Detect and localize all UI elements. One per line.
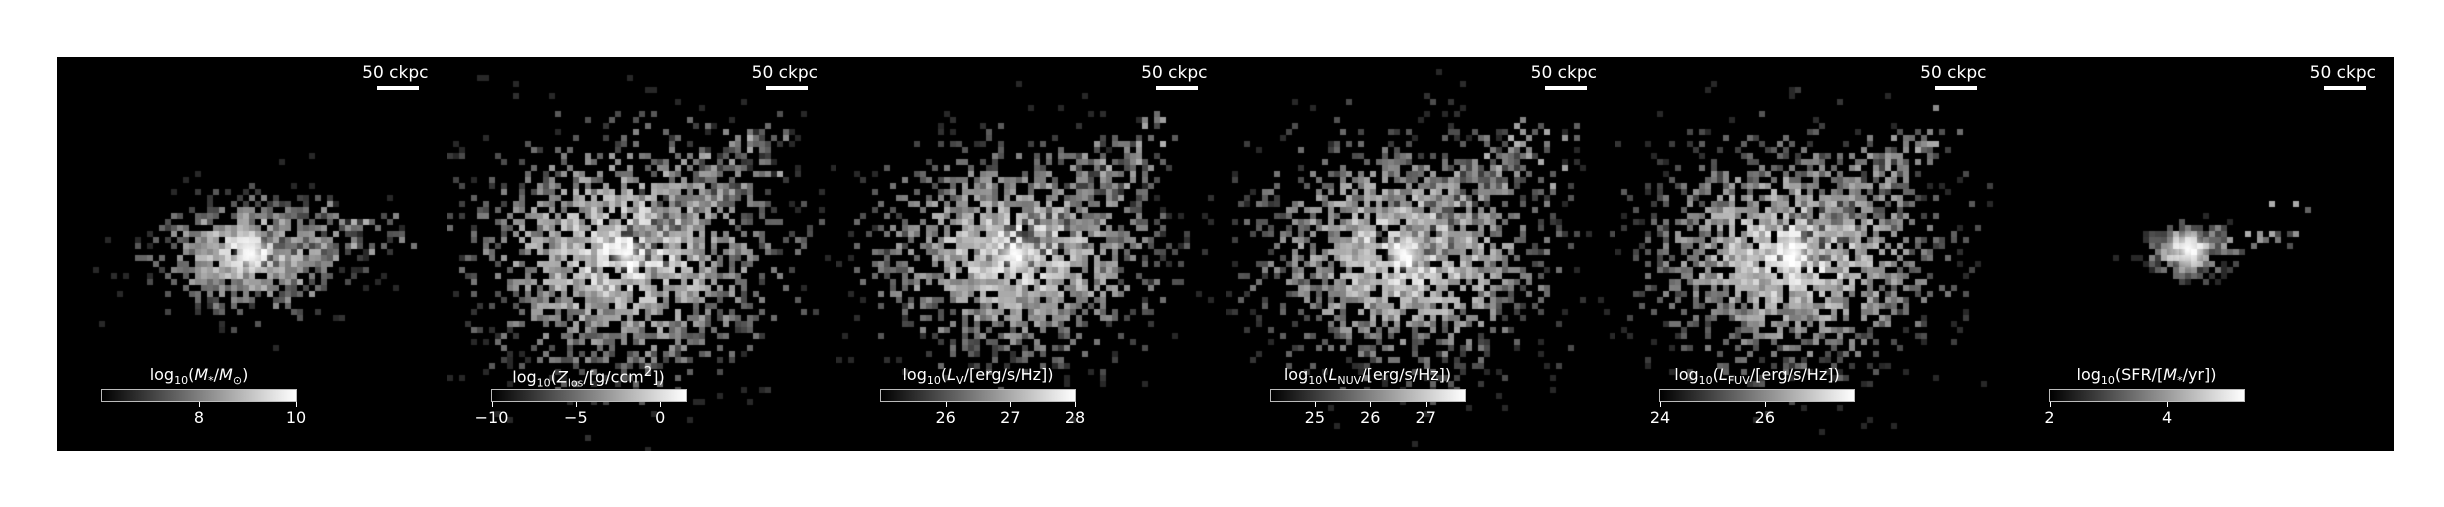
galaxy-pixel-map: [446, 57, 836, 451]
colorbar-tick-label: 4: [2161, 408, 2173, 427]
colorbar-label: log10(LFUV/[erg/s/Hz]): [1674, 365, 1840, 388]
colorbar-tick: [1314, 402, 1316, 407]
galaxy-map-panel: 50 ckpc log10(Zlos/[g/ccm2]) −10 −5 0: [446, 57, 837, 451]
colorbar-tick-label: 10: [285, 408, 307, 427]
galaxy-map-panel: 50 ckpc log10(M*/M⊙) 8 10: [57, 57, 447, 451]
colorbar-tick-label: 26: [1754, 408, 1776, 427]
colorbar-tick: [1010, 402, 1012, 407]
colorbar-tick-label: 2: [2044, 408, 2055, 427]
galaxy-pixel-map: [57, 57, 446, 451]
scalebar-label: 50 ckpc: [1141, 63, 1208, 83]
colorbar-gradient: [101, 389, 297, 402]
scalebar-line: [1934, 86, 1977, 90]
galaxy-map-panel: 50 ckpc log10(SFR/[M*/yr]) 2 4: [2004, 57, 2395, 451]
colorbar-label: log10(LNUV/[erg/s/Hz]): [1283, 365, 1452, 388]
colorbar-tick-label: −10: [474, 408, 509, 427]
colorbar-tick: [1075, 402, 1076, 407]
galaxy-map-panel: 50 ckpc log10(LNUV/[erg/s/Hz]) 25 26 27: [1225, 57, 1616, 451]
colorbar-tick-label: 8: [193, 408, 205, 427]
galaxy-pixel-map: [1615, 57, 2004, 451]
colorbar-tick: [660, 402, 662, 407]
colorbar-tick-label: 26: [935, 408, 956, 427]
scalebar-line: [766, 86, 808, 90]
colorbar-tick: [2167, 402, 2169, 407]
colorbar-tick-label: −5: [564, 408, 588, 427]
galaxy-map-panel: 50 ckpc log10(LV/[erg/s/Hz]) 26 27 28: [836, 57, 1226, 451]
colorbar-tick: [1425, 402, 1427, 407]
colorbar-tick-label: 24: [1649, 408, 1671, 427]
colorbar-tick: [575, 402, 577, 407]
scalebar-label: 50 ckpc: [751, 63, 818, 83]
colorbar-label: log10(LV/[erg/s/Hz]): [902, 365, 1054, 388]
colorbar-tick: [1660, 402, 1661, 407]
colorbar-gradient: [2048, 389, 2245, 402]
colorbar-tick: [296, 402, 297, 407]
galaxy-pixel-map: [836, 57, 1225, 451]
scalebar-label: 50 ckpc: [362, 63, 429, 83]
colorbar-gradient: [1659, 389, 1855, 402]
scalebar-label: 50 ckpc: [1920, 63, 1987, 83]
image-strip: 50 ckpc log10(M*/M⊙) 8 10 50 ckpc log10(Zlos/…: [57, 57, 2394, 451]
colorbar-tick-label: 27: [1415, 408, 1436, 427]
colorbar-tick: [945, 402, 947, 407]
colorbar-gradient: [880, 389, 1076, 402]
colorbar-tick-label: 27: [1000, 408, 1021, 427]
scalebar-line: [1545, 86, 1587, 90]
colorbar-label: log10(SFR/[M*/yr]): [2076, 365, 2217, 388]
galaxy-pixel-map: [2004, 57, 2394, 451]
scalebar-line: [2324, 86, 2366, 90]
colorbar-tick: [2049, 402, 2051, 407]
scalebar-label: 50 ckpc: [1530, 63, 1597, 83]
scalebar-line: [376, 86, 419, 90]
colorbar-tick: [491, 402, 493, 407]
colorbar-gradient: [490, 389, 687, 402]
galaxy-map-panel: 50 ckpc log10(LFUV/[erg/s/Hz]) 24 26: [1615, 57, 2005, 451]
colorbar-tick: [1370, 402, 1372, 407]
colorbar-tick-label: 0: [655, 408, 666, 427]
scalebar-line: [1155, 86, 1198, 90]
colorbar-label: log10(Zlos/[g/ccm2]): [512, 365, 665, 390]
colorbar-tick: [1764, 402, 1766, 407]
galaxy-pixel-map: [1225, 57, 1615, 451]
colorbar-tick-label: 28: [1064, 408, 1086, 427]
colorbar-tick: [199, 402, 200, 407]
colorbar-tick-label: 26: [1360, 408, 1381, 427]
scalebar-label: 50 ckpc: [2309, 63, 2376, 83]
colorbar-tick-label: 25: [1304, 408, 1326, 427]
colorbar-label: log10(M*/M⊙): [149, 365, 249, 388]
colorbar-gradient: [1269, 389, 1466, 402]
